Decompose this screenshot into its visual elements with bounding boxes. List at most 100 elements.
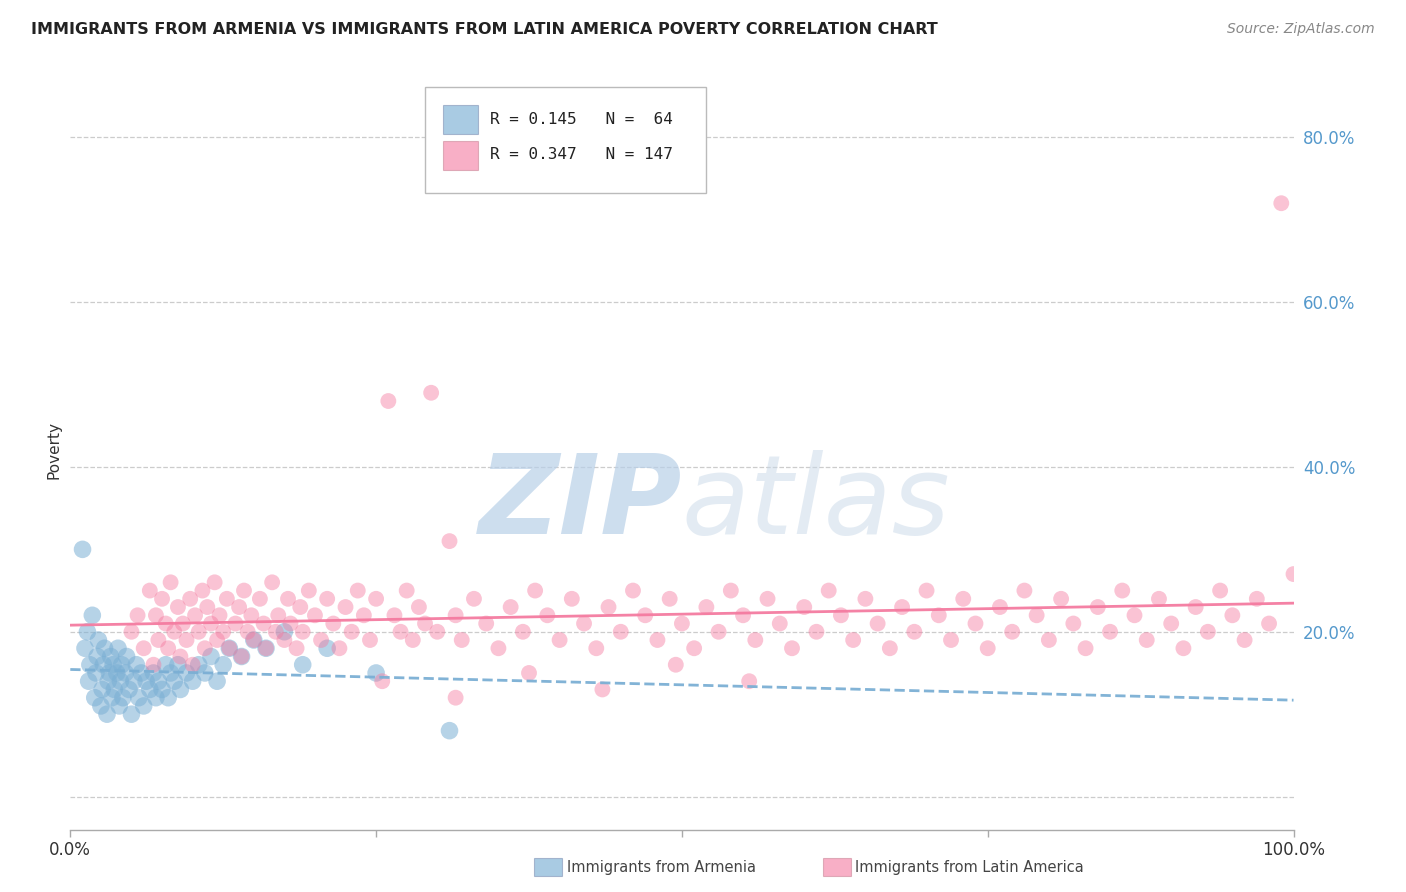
Point [384, 608, 406, 623]
Point [866, 616, 889, 631]
Point [806, 624, 828, 639]
Point [328, 641, 350, 656]
Point [179, 591, 201, 606]
Point [150, 591, 173, 606]
Point [72, 542, 94, 557]
Point [159, 665, 181, 680]
Point [665, 657, 688, 672]
Point [744, 633, 766, 648]
Point [290, 600, 312, 615]
Point [273, 633, 295, 648]
Point [366, 665, 388, 680]
Point [157, 690, 180, 705]
Point [572, 616, 595, 631]
Point [377, 394, 399, 409]
Point [121, 624, 143, 639]
Point [1074, 641, 1097, 656]
Point [1282, 567, 1305, 582]
Point [200, 616, 222, 631]
Point [524, 583, 547, 598]
Point [83, 690, 105, 705]
Point [879, 641, 901, 656]
Point [1197, 624, 1219, 639]
Point [952, 591, 974, 606]
Point [132, 641, 155, 656]
Text: R = 0.347   N = 147: R = 0.347 N = 147 [489, 147, 672, 162]
Point [121, 707, 143, 722]
Point [647, 633, 669, 648]
Point [780, 641, 803, 656]
Point [208, 608, 231, 623]
Point [228, 600, 250, 615]
Point [148, 633, 170, 648]
Text: IMMIGRANTS FROM ARMENIA VS IMMIGRANTS FROM LATIN AMERICA POVERTY CORRELATION CHA: IMMIGRANTS FROM ARMENIA VS IMMIGRANTS FR… [31, 22, 938, 37]
Point [733, 608, 755, 623]
Point [176, 665, 198, 680]
Point [671, 616, 693, 631]
Point [304, 608, 326, 623]
Point [240, 608, 263, 623]
Point [243, 633, 266, 648]
Point [548, 633, 571, 648]
Point [103, 682, 125, 697]
Point [316, 641, 339, 656]
Point [439, 534, 461, 549]
Point [169, 649, 191, 664]
Text: Source: ZipAtlas.com: Source: ZipAtlas.com [1227, 22, 1375, 37]
Point [720, 583, 742, 598]
Point [252, 616, 274, 631]
Bar [443, 105, 478, 135]
Point [155, 616, 177, 631]
Point [683, 641, 706, 656]
Point [1050, 591, 1073, 606]
Point [621, 583, 644, 598]
Point [855, 591, 877, 606]
Point [395, 583, 418, 598]
Point [903, 624, 925, 639]
Text: ZIP: ZIP [478, 450, 682, 557]
Point [157, 641, 180, 656]
Point [139, 682, 162, 697]
Point [91, 657, 114, 672]
Point [1087, 600, 1109, 615]
Point [1220, 608, 1243, 623]
Point [135, 674, 157, 689]
Bar [443, 141, 478, 170]
Point [194, 641, 217, 656]
Point [695, 600, 717, 615]
Point [243, 633, 266, 648]
Point [98, 665, 121, 680]
Point [273, 624, 295, 639]
Point [976, 641, 998, 656]
Point [346, 583, 368, 598]
Point [215, 591, 238, 606]
Point [231, 649, 253, 664]
Point [1001, 624, 1024, 639]
Point [420, 385, 443, 400]
Point [499, 600, 522, 615]
Point [488, 641, 510, 656]
Point [335, 600, 357, 615]
Point [125, 657, 148, 672]
Point [1025, 608, 1047, 623]
Point [298, 583, 321, 598]
Point [738, 674, 761, 689]
Point [262, 575, 284, 590]
Point [231, 649, 253, 664]
Point [145, 690, 167, 705]
Point [793, 600, 815, 615]
Point [218, 641, 240, 656]
Point [108, 698, 131, 713]
Point [159, 575, 181, 590]
Point [316, 591, 339, 606]
Point [86, 649, 108, 664]
Point [169, 682, 191, 697]
Point [249, 591, 271, 606]
Point [114, 665, 136, 680]
Point [1123, 608, 1146, 623]
Point [163, 674, 186, 689]
Point [139, 583, 162, 598]
Point [212, 624, 235, 639]
Point [101, 657, 124, 672]
Point [1136, 633, 1159, 648]
